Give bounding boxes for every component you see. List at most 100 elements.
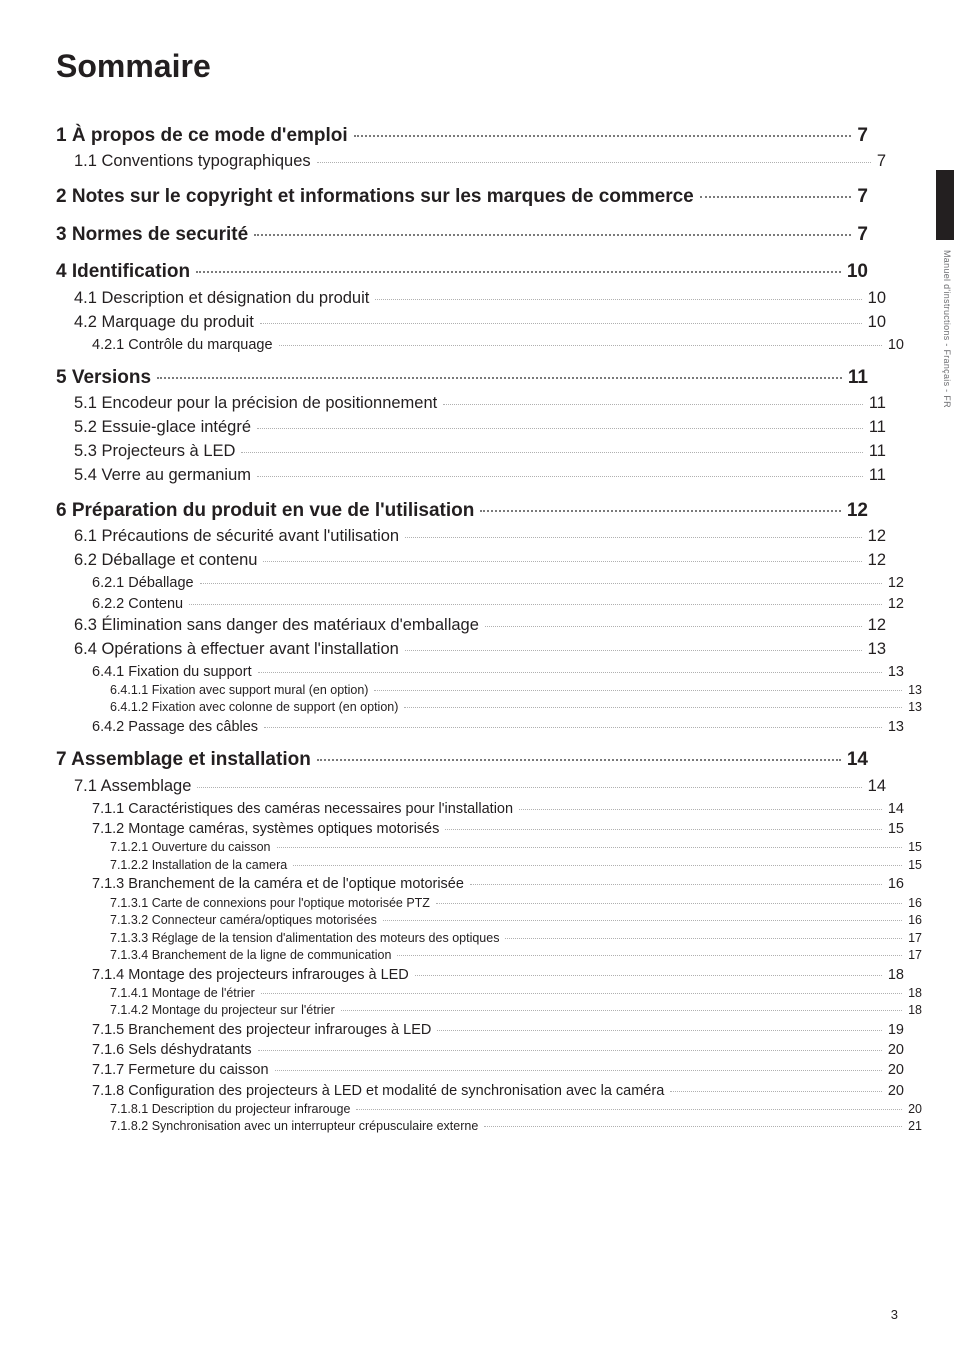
toc-entry-label: 6.3 Élimination sans danger des matériau…: [74, 614, 483, 638]
toc-entry-page: 13: [864, 638, 886, 662]
toc-leader: [445, 829, 882, 830]
toc-leader: [485, 626, 862, 627]
toc-entry-label: 7.1.3.4 Branchement de la ligne de commu…: [110, 947, 395, 965]
toc-entry-label: 7.1.3.1 Carte de connexions pour l'optiq…: [110, 895, 434, 913]
toc-leader: [317, 162, 871, 163]
toc-leader: [519, 809, 882, 810]
toc-entry: 7.1.4.2 Montage du projecteur sur l'étri…: [110, 1002, 922, 1020]
toc-entry: 7.1.4.1 Montage de l'étrier 18: [110, 985, 922, 1003]
toc-leader: [258, 672, 882, 673]
toc-entry: 3 Normes de securité7: [56, 220, 868, 249]
toc-leader: [241, 452, 862, 453]
toc-entry-page: 16: [904, 912, 922, 930]
toc-leader: [375, 299, 861, 300]
toc-entry-label: 7.1.5 Branchement des projecteur infraro…: [92, 1020, 435, 1040]
toc-entry-label: 7.1.8 Configuration des projecteurs à LE…: [92, 1081, 668, 1101]
toc-entry-page: 12: [884, 573, 904, 593]
toc-entry: 5.2 Essuie-glace intégré 11: [74, 416, 886, 440]
toc-entry-label: 5 Versions: [56, 363, 155, 392]
toc-entry-label: 7.1.6 Sels déshydratants: [92, 1040, 256, 1060]
toc-entry: 6.4.2 Passage des câbles13: [92, 717, 904, 737]
toc-entry: 6.4.1.2 Fixation avec colonne de support…: [110, 699, 922, 717]
toc-entry: 7.1.6 Sels déshydratants 20: [92, 1040, 904, 1060]
toc-entry-label: 6.2.1 Déballage: [92, 573, 198, 593]
toc-entry-label: 7.1.4 Montage des projecteurs infrarouge…: [92, 965, 413, 985]
toc-entry: 7.1.5 Branchement des projecteur infraro…: [92, 1020, 904, 1040]
page: Manuel d'instructions - Français - FR So…: [0, 0, 954, 1354]
toc-entry: 7.1.8.2 Synchronisation avec un interrup…: [110, 1118, 922, 1136]
toc-entry-page: 11: [865, 416, 886, 440]
toc-entry: 7.1.2.1 Ouverture du caisson 15: [110, 839, 922, 857]
toc-entry-page: 12: [864, 525, 886, 549]
toc-leader: [293, 865, 902, 866]
toc-entry-page: 14: [864, 775, 886, 799]
toc-entry-label: 7.1.3 Branchement de la caméra et de l'o…: [92, 874, 468, 894]
toc-entry-page: 14: [884, 799, 904, 819]
toc-entry: 6.4.1.1 Fixation avec support mural (en …: [110, 682, 922, 700]
toc-leader: [264, 727, 882, 728]
toc-entry: 7.1.3.1 Carte de connexions pour l'optiq…: [110, 895, 922, 913]
toc-entry: 7.1.3.3 Réglage de la tension d'alimenta…: [110, 930, 922, 948]
toc-leader: [405, 650, 862, 651]
toc-entry: 4.2 Marquage du produit10: [74, 311, 886, 335]
toc-leader: [700, 196, 852, 198]
toc-entry-label: 1 À propos de ce mode d'emploi: [56, 121, 352, 150]
toc-entry-page: 15: [904, 839, 922, 857]
toc-entry-page: 18: [904, 985, 922, 1003]
toc-entry: 7.1.4 Montage des projecteurs infrarouge…: [92, 965, 904, 985]
toc-entry-label: 7.1.4.1 Montage de l'étrier: [110, 985, 259, 1003]
toc-entry-page: 7: [873, 150, 886, 174]
toc-leader: [260, 323, 862, 324]
toc-leader: [480, 510, 841, 512]
toc-leader: [197, 787, 861, 788]
toc-entry-page: 13: [904, 699, 922, 717]
toc-leader: [437, 1030, 882, 1031]
toc-entry-page: 16: [904, 895, 922, 913]
toc-entry-page: 12: [843, 496, 868, 525]
toc-leader: [443, 404, 863, 405]
toc-entry-label: 7.1.1 Caractéristiques des caméras neces…: [92, 799, 517, 819]
toc-leader: [405, 537, 862, 538]
toc-entry-page: 13: [884, 662, 904, 682]
toc-entry-page: 14: [843, 745, 868, 774]
toc-entry-label: 6.2.2 Contenu: [92, 594, 187, 614]
toc-entry-label: 7.1.2.1 Ouverture du caisson: [110, 839, 275, 857]
side-tab: [936, 170, 954, 240]
toc-entry-label: 4.1 Description et désignation du produi…: [74, 287, 373, 311]
toc-entry-page: 10: [864, 287, 886, 311]
toc-entry-label: 6.1 Précautions de sécurité avant l'util…: [74, 525, 403, 549]
toc-entry: 7.1.3 Branchement de la caméra et de l'o…: [92, 874, 904, 894]
toc-entry: 6.2 Déballage et contenu12: [74, 549, 886, 573]
toc-entry-page: 7: [853, 182, 868, 211]
toc-entry: 7 Assemblage et installation14: [56, 745, 868, 774]
toc-entry: 4.2.1 Contrôle du marquage 10: [92, 335, 904, 355]
toc-entry-label: 4.2.1 Contrôle du marquage: [92, 335, 277, 355]
page-title: Sommaire: [56, 48, 898, 85]
toc-entry-label: 5.4 Verre au germanium: [74, 464, 255, 488]
toc-entry: 7.1.2.2 Installation de la camera15: [110, 857, 922, 875]
toc-leader: [157, 377, 842, 379]
toc-leader: [383, 920, 902, 921]
toc-entry: 7.1.3.2 Connecteur caméra/optiques motor…: [110, 912, 922, 930]
toc-entry-label: 7.1.8.2 Synchronisation avec un interrup…: [110, 1118, 482, 1136]
toc-entry: 7.1.3.4 Branchement de la ligne de commu…: [110, 947, 922, 965]
toc-entry: 7.1.2 Montage caméras, systèmes optiques…: [92, 819, 904, 839]
toc-leader: [263, 561, 861, 562]
toc-entry-page: 20: [884, 1040, 904, 1060]
toc-entry: 7.1.1 Caractéristiques des caméras neces…: [92, 799, 904, 819]
toc-entry-label: 4 Identification: [56, 257, 194, 286]
toc-entry-page: 10: [843, 257, 868, 286]
toc-entry-label: 7.1.2 Montage caméras, systèmes optiques…: [92, 819, 443, 839]
toc-entry-page: 12: [864, 614, 886, 638]
side-language-label: Manuel d'instructions - Français - FR: [938, 250, 952, 408]
toc-entry-label: 5.1 Encodeur pour la précision de positi…: [74, 392, 441, 416]
toc-entry: 6.2.1 Déballage 12: [92, 573, 904, 593]
toc-entry-label: 3 Normes de securité: [56, 220, 252, 249]
toc-entry-page: 18: [884, 965, 904, 985]
toc-leader: [258, 1050, 882, 1051]
toc-entry: 5 Versions11: [56, 363, 868, 392]
toc-entry: 7.1.7 Fermeture du caisson20: [92, 1060, 904, 1080]
toc-entry-label: 5.2 Essuie-glace intégré: [74, 416, 255, 440]
toc-entry-page: 10: [884, 335, 904, 355]
toc-leader: [275, 1070, 882, 1071]
